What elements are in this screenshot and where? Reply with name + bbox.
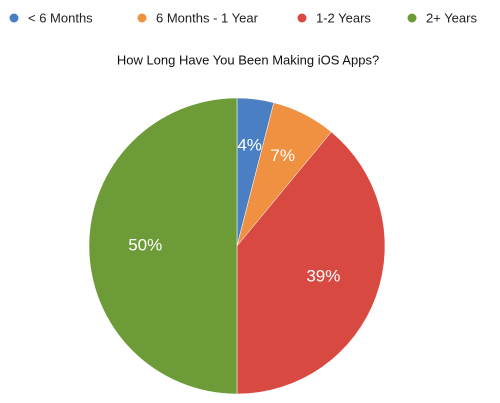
legend: < 6 Months 6 Months - 1 Year 1-2 Years 2+ Y… — [9, 10, 477, 25]
legend-swatch — [137, 13, 147, 23]
watermark: 游戏邦 — [413, 349, 467, 369]
legend-swatch — [9, 13, 19, 23]
legend-label: < 6 Months — [28, 10, 93, 25]
legend-label: 2+ Years — [426, 10, 477, 25]
legend-swatch — [297, 13, 307, 23]
legend-swatch — [407, 13, 417, 23]
pie-slice — [88, 97, 238, 395]
value-label: 50% — [128, 235, 162, 254]
value-label: 39% — [306, 267, 340, 286]
legend-label: 1-2 Years — [316, 10, 371, 25]
value-label: 4% — [237, 136, 262, 155]
chart-title: How Long Have You Been Making iOS Apps? — [117, 52, 379, 67]
legend-label: 6 Months - 1 Year — [156, 10, 259, 25]
pie: 4% 7% 39% 50% — [88, 97, 386, 395]
pie-slice — [236, 131, 386, 395]
value-label: 7% — [270, 146, 295, 165]
